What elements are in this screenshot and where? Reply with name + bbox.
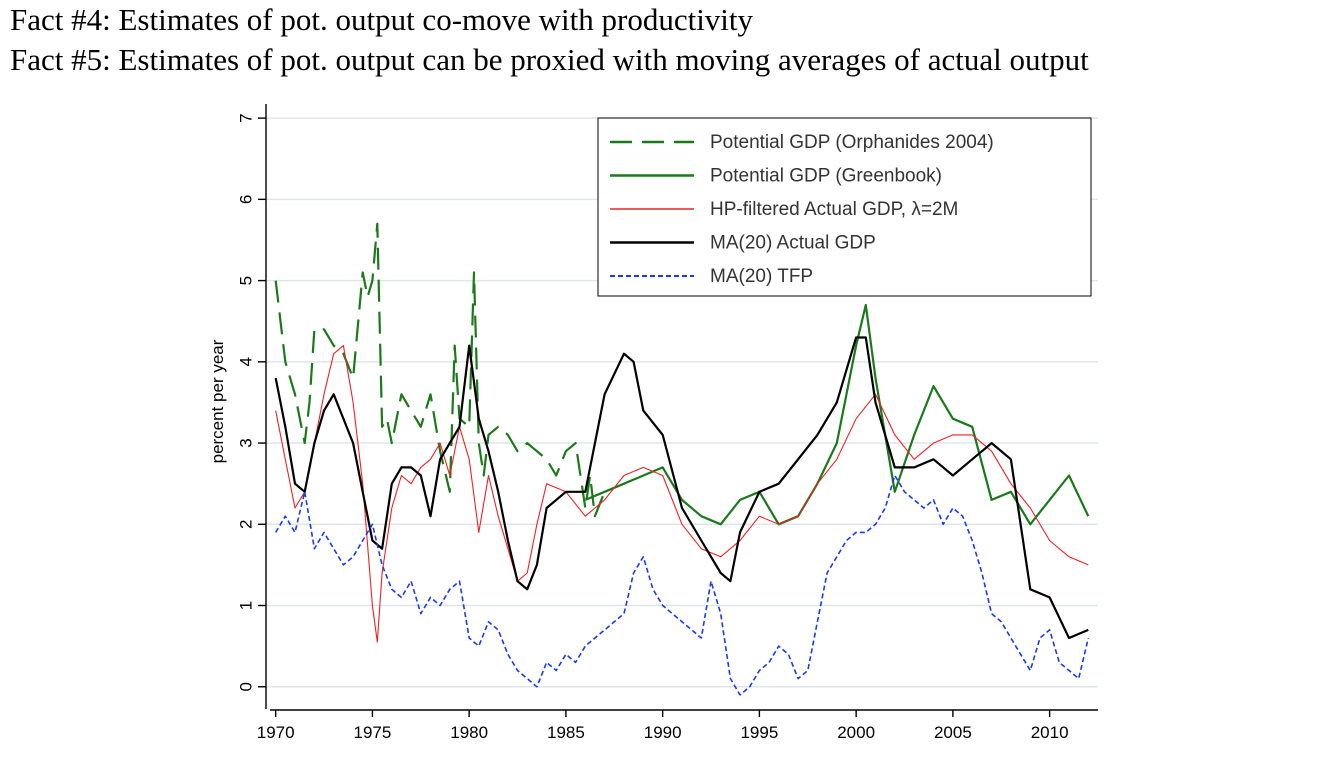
legend-box [597, 117, 1092, 297]
y-axis-label: percent per year [208, 339, 227, 463]
slide-heading-fact-4: Fact #4: Estimates of pot. output co-mov… [10, 2, 754, 37]
x-tick-label: 1985 [547, 723, 585, 742]
legend-label-4: MA(20) Actual GDP [710, 233, 876, 254]
series-line-3 [275, 345, 1089, 643]
x-tick-label: 2000 [837, 723, 875, 742]
series-line-2 [584, 303, 1090, 526]
x-tick-label: 2005 [934, 723, 972, 742]
x-tick-label: 1970 [257, 723, 295, 742]
legend-label-3: HP-filtered Actual GDP, λ=2M [710, 199, 958, 220]
series-line-1 [274, 222, 606, 518]
series-line-5 [275, 474, 1090, 696]
legend: Potential GDP (Orphanides 2004) Potential… [597, 117, 1092, 297]
x-tick-label: 1995 [740, 723, 778, 742]
y-tick-label: 2 [237, 520, 256, 529]
y-tick-label: 0 [237, 682, 256, 691]
axes: 0 1 2 3 4 5 6 7 1970 1975 1980 1985 1990 1995 2000 2005… [208, 104, 1098, 742]
legend-label-2: Potential GDP (Greenbook) [710, 166, 942, 187]
x-tick-label: 1980 [450, 723, 488, 742]
y-tick-label: 1 [237, 601, 256, 610]
x-tick-label: 1975 [354, 723, 392, 742]
legend-label-5: MA(20) TFP [710, 266, 813, 287]
slide-heading-fact-5: Fact #5: Estimates of pot. output can be… [10, 42, 1089, 77]
legend-label-1: Potential GDP (Orphanides 2004) [710, 132, 994, 153]
y-tick-label: 6 [237, 195, 256, 204]
y-tick-label: 3 [237, 438, 256, 447]
y-tick-label: 7 [237, 113, 256, 122]
series-line-4 [274, 336, 1089, 640]
series-lines [274, 222, 1090, 696]
x-tick-label: 1990 [644, 723, 682, 742]
y-tick-label: 4 [237, 357, 256, 366]
x-tick-label: 2010 [1031, 723, 1069, 742]
y-tick-label: 5 [237, 276, 256, 285]
